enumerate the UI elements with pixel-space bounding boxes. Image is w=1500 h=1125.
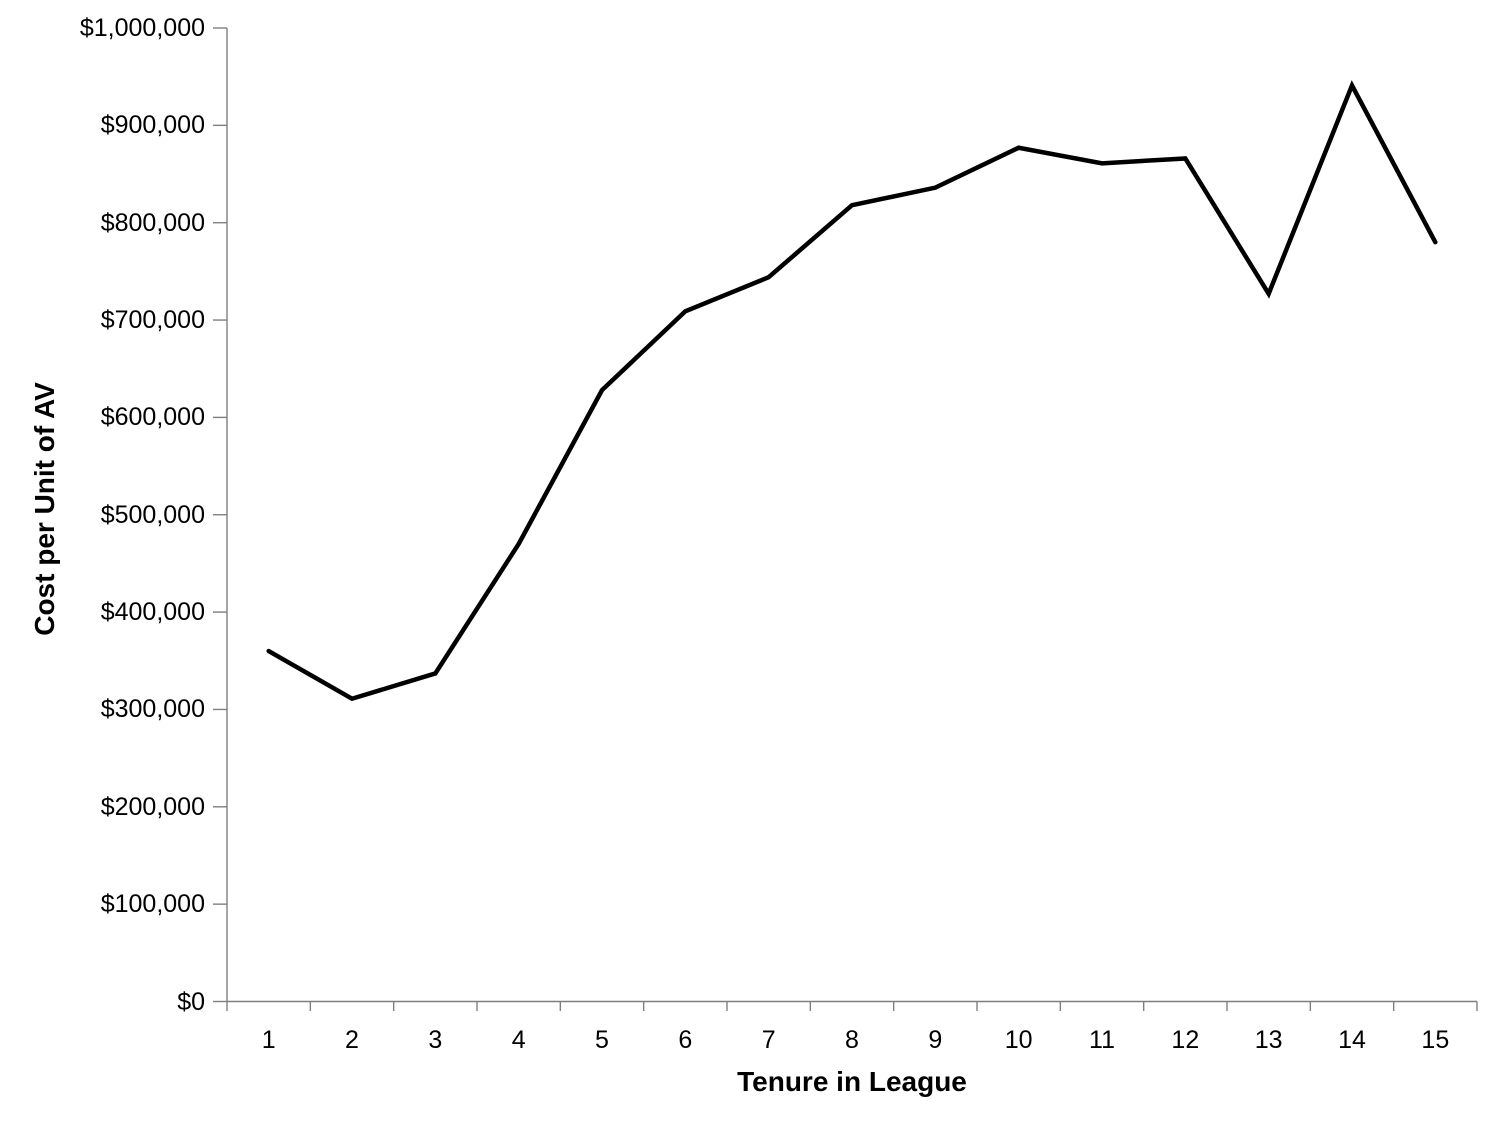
y-tick-label: $1,000,000 [79,14,205,42]
series-line [266,80,1438,702]
y-tick-label: $300,000 [100,695,205,724]
x-tick-label: 4 [511,1026,526,1054]
y-tick-label: $700,000 [100,306,205,335]
x-tick-label: 6 [678,1026,693,1054]
x-tick-label: 7 [761,1026,776,1054]
y-tick-label: $400,000 [100,598,205,627]
y-axis-title: Cost per Unit of AV [29,382,60,636]
x-tick-label: 13 [1254,1026,1283,1054]
y-tick-label: $200,000 [100,792,205,821]
y-tick-label: $600,000 [100,403,205,432]
y-tick-label: $0 [177,987,205,1016]
x-tick-label: 8 [845,1026,859,1054]
y-tick-label: $100,000 [100,890,205,919]
y-tick-label: $500,000 [100,500,205,529]
y-tick-label: $800,000 [100,208,205,237]
x-tick-label: 9 [928,1026,943,1054]
x-tick-label: 3 [428,1026,443,1054]
x-tick-label: 2 [345,1026,359,1054]
x-tick-label: 14 [1338,1026,1366,1054]
x-tick-label: 1 [261,1026,276,1054]
x-tick-label: 10 [1004,1026,1033,1054]
y-tick-label: $900,000 [100,111,205,140]
x-axis-title: Tenure in League [737,1066,967,1097]
x-tick-label: 12 [1171,1026,1200,1054]
x-tick-label: 15 [1421,1026,1450,1054]
x-tick-label: 5 [595,1026,609,1054]
x-tick-label: 11 [1089,1026,1115,1054]
